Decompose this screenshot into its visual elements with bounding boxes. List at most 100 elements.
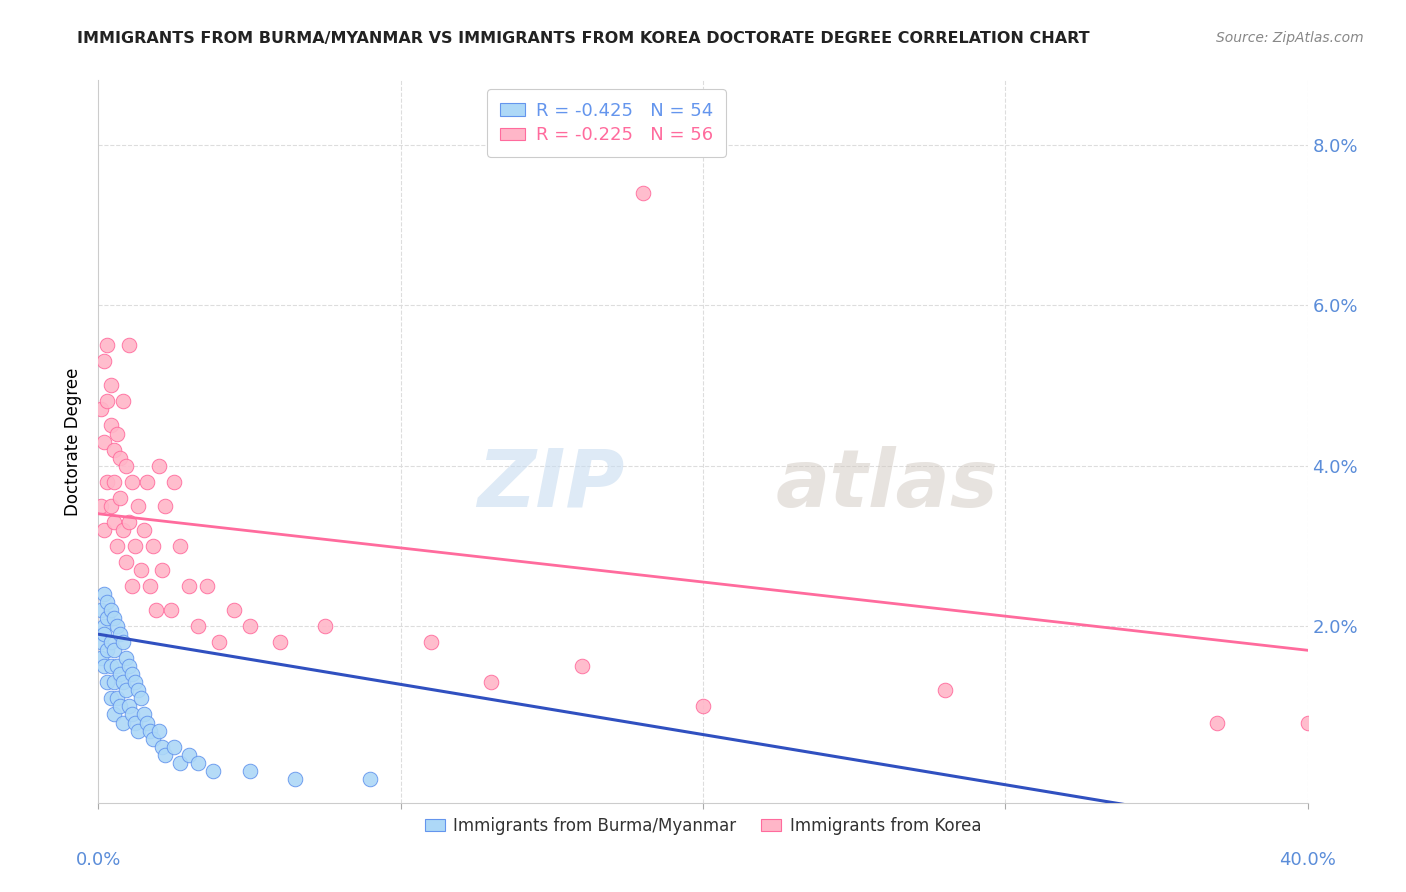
Point bbox=[114, 683, 136, 698]
Point bbox=[111, 675, 134, 690]
Point bbox=[239, 764, 262, 778]
Point bbox=[150, 563, 173, 577]
Point bbox=[239, 619, 262, 633]
Point bbox=[150, 739, 173, 754]
Point bbox=[360, 772, 382, 786]
Text: Source: ZipAtlas.com: Source: ZipAtlas.com bbox=[1216, 31, 1364, 45]
Point bbox=[224, 603, 246, 617]
Point bbox=[1296, 715, 1319, 730]
Point bbox=[179, 747, 201, 762]
Point bbox=[692, 699, 714, 714]
Point bbox=[124, 675, 146, 690]
Text: IMMIGRANTS FROM BURMA/MYANMAR VS IMMIGRANTS FROM KOREA DOCTORATE DEGREE CORRELAT: IMMIGRANTS FROM BURMA/MYANMAR VS IMMIGRA… bbox=[77, 31, 1090, 46]
Point bbox=[148, 458, 170, 473]
Point bbox=[111, 715, 134, 730]
Point bbox=[118, 699, 141, 714]
Point bbox=[105, 619, 128, 633]
Point bbox=[148, 723, 170, 738]
Point bbox=[108, 450, 131, 465]
Point bbox=[132, 523, 155, 537]
Point bbox=[103, 643, 125, 657]
Point bbox=[114, 651, 136, 665]
Point bbox=[139, 723, 162, 738]
Point bbox=[163, 739, 186, 754]
Point bbox=[108, 627, 131, 641]
Point bbox=[124, 715, 146, 730]
Point bbox=[103, 611, 125, 625]
Point bbox=[153, 747, 176, 762]
Point bbox=[93, 627, 115, 641]
Point bbox=[187, 619, 209, 633]
Point bbox=[135, 715, 157, 730]
Point bbox=[111, 394, 134, 409]
Point bbox=[121, 667, 143, 681]
Point bbox=[121, 475, 143, 489]
Point bbox=[121, 707, 143, 722]
Point bbox=[118, 659, 141, 673]
Point bbox=[269, 635, 291, 649]
Point bbox=[132, 707, 155, 722]
Point bbox=[127, 683, 149, 698]
Point bbox=[202, 764, 225, 778]
Point bbox=[420, 635, 443, 649]
Point bbox=[118, 515, 141, 529]
Point bbox=[90, 635, 112, 649]
Point bbox=[121, 579, 143, 593]
Point bbox=[96, 595, 118, 609]
Point bbox=[111, 523, 134, 537]
Point bbox=[100, 691, 122, 706]
Point bbox=[108, 491, 131, 505]
Point bbox=[93, 523, 115, 537]
Point bbox=[103, 442, 125, 457]
Point bbox=[163, 475, 186, 489]
Point bbox=[142, 539, 165, 553]
Point bbox=[169, 756, 191, 770]
Point bbox=[105, 691, 128, 706]
Point bbox=[103, 515, 125, 529]
Point bbox=[118, 338, 141, 352]
Point bbox=[100, 603, 122, 617]
Point bbox=[195, 579, 218, 593]
Point bbox=[111, 635, 134, 649]
Point bbox=[93, 619, 115, 633]
Point bbox=[93, 434, 115, 449]
Point bbox=[90, 402, 112, 417]
Point bbox=[114, 555, 136, 569]
Point bbox=[571, 659, 593, 673]
Point bbox=[284, 772, 307, 786]
Text: 40.0%: 40.0% bbox=[1279, 851, 1336, 869]
Point bbox=[90, 603, 112, 617]
Point bbox=[96, 338, 118, 352]
Point bbox=[105, 539, 128, 553]
Point bbox=[100, 418, 122, 433]
Y-axis label: Doctorate Degree: Doctorate Degree bbox=[65, 368, 83, 516]
Point bbox=[108, 667, 131, 681]
Point bbox=[90, 499, 112, 513]
Point bbox=[100, 499, 122, 513]
Point bbox=[103, 675, 125, 690]
Point bbox=[153, 499, 176, 513]
Point bbox=[1206, 715, 1229, 730]
Point bbox=[127, 499, 149, 513]
Point bbox=[139, 579, 162, 593]
Point bbox=[100, 635, 122, 649]
Point bbox=[481, 675, 503, 690]
Point bbox=[93, 354, 115, 368]
Point bbox=[124, 539, 146, 553]
Point bbox=[93, 659, 115, 673]
Point bbox=[100, 659, 122, 673]
Text: ZIP: ZIP bbox=[477, 446, 624, 524]
Point bbox=[179, 579, 201, 593]
Point bbox=[934, 683, 956, 698]
Point bbox=[103, 475, 125, 489]
Text: atlas: atlas bbox=[776, 446, 998, 524]
Point bbox=[631, 186, 654, 200]
Point bbox=[96, 675, 118, 690]
Point bbox=[105, 659, 128, 673]
Point bbox=[187, 756, 209, 770]
Point bbox=[103, 707, 125, 722]
Point bbox=[96, 643, 118, 657]
Point bbox=[129, 563, 152, 577]
Point bbox=[142, 731, 165, 746]
Point bbox=[90, 651, 112, 665]
